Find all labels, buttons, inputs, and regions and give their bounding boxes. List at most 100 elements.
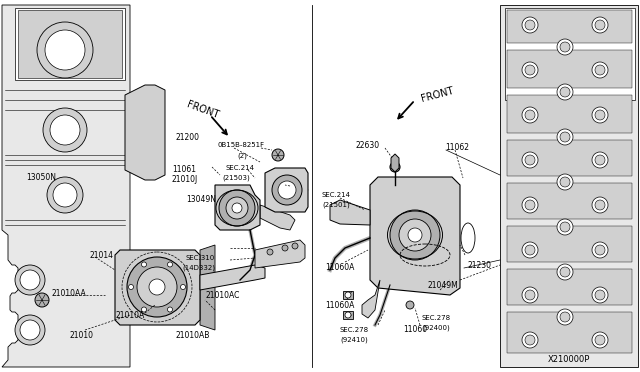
Polygon shape (115, 250, 200, 325)
Polygon shape (507, 269, 632, 305)
Circle shape (267, 249, 273, 255)
Circle shape (595, 290, 605, 300)
Circle shape (595, 200, 605, 210)
Text: SEC.278: SEC.278 (340, 327, 369, 333)
Circle shape (390, 162, 400, 172)
Polygon shape (15, 8, 125, 80)
Circle shape (20, 270, 40, 290)
Polygon shape (255, 240, 305, 268)
Text: SEC.310: SEC.310 (185, 255, 214, 261)
Text: (14D332): (14D332) (182, 265, 215, 271)
Circle shape (557, 129, 573, 145)
Polygon shape (507, 95, 632, 133)
Text: 21200: 21200 (175, 134, 199, 142)
Text: FRONT: FRONT (185, 100, 220, 121)
Circle shape (525, 290, 535, 300)
Text: 21010AB: 21010AB (175, 330, 209, 340)
Circle shape (595, 155, 605, 165)
Circle shape (592, 107, 608, 123)
Polygon shape (125, 85, 165, 180)
Circle shape (557, 39, 573, 55)
Text: SEC.214: SEC.214 (225, 165, 254, 171)
Polygon shape (260, 205, 295, 230)
Text: 21014: 21014 (90, 250, 114, 260)
Polygon shape (507, 312, 632, 353)
Circle shape (37, 22, 93, 78)
Polygon shape (500, 5, 638, 367)
Circle shape (226, 197, 248, 219)
Circle shape (522, 332, 538, 348)
Circle shape (522, 62, 538, 78)
Circle shape (557, 84, 573, 100)
Circle shape (345, 312, 351, 318)
Circle shape (127, 257, 187, 317)
Circle shape (522, 287, 538, 303)
Circle shape (522, 152, 538, 168)
Text: (92400): (92400) (422, 325, 450, 331)
Circle shape (592, 17, 608, 33)
Text: 11062: 11062 (445, 144, 469, 153)
Polygon shape (200, 265, 265, 290)
Circle shape (522, 242, 538, 258)
Circle shape (525, 65, 535, 75)
Text: 22630: 22630 (355, 141, 379, 150)
Circle shape (595, 65, 605, 75)
Circle shape (50, 115, 80, 145)
Circle shape (557, 264, 573, 280)
Circle shape (129, 285, 134, 289)
Circle shape (20, 320, 40, 340)
Circle shape (557, 174, 573, 190)
Text: 21010J: 21010J (172, 176, 198, 185)
Polygon shape (507, 226, 632, 262)
Text: FRONT: FRONT (420, 86, 455, 104)
Text: SEC.278: SEC.278 (422, 315, 451, 321)
Circle shape (560, 87, 570, 97)
Polygon shape (507, 140, 632, 176)
Circle shape (168, 262, 173, 267)
Circle shape (406, 301, 414, 309)
Circle shape (399, 219, 431, 251)
Polygon shape (505, 8, 635, 100)
Circle shape (592, 332, 608, 348)
Circle shape (560, 132, 570, 142)
Circle shape (522, 107, 538, 123)
Circle shape (232, 203, 242, 213)
Circle shape (560, 267, 570, 277)
Circle shape (592, 287, 608, 303)
Polygon shape (2, 5, 130, 367)
Polygon shape (330, 200, 370, 225)
Circle shape (180, 285, 186, 289)
Circle shape (525, 335, 535, 345)
Circle shape (282, 245, 288, 251)
Circle shape (592, 62, 608, 78)
Circle shape (141, 262, 147, 267)
Polygon shape (18, 10, 122, 78)
Circle shape (292, 243, 298, 249)
Polygon shape (507, 183, 632, 219)
Polygon shape (343, 311, 353, 319)
Text: 11061: 11061 (172, 166, 196, 174)
Circle shape (560, 312, 570, 322)
Circle shape (595, 110, 605, 120)
Circle shape (525, 110, 535, 120)
Polygon shape (370, 177, 460, 295)
Text: 11060: 11060 (403, 326, 427, 334)
Circle shape (560, 222, 570, 232)
Circle shape (592, 197, 608, 213)
Circle shape (592, 242, 608, 258)
Text: 21010AA: 21010AA (52, 289, 87, 298)
Text: 0B15B-8251F: 0B15B-8251F (218, 142, 265, 148)
Circle shape (557, 219, 573, 235)
Text: 13050N: 13050N (26, 173, 56, 182)
Polygon shape (200, 245, 215, 330)
Circle shape (272, 175, 302, 205)
Text: 21010A: 21010A (115, 311, 144, 320)
Circle shape (390, 210, 440, 260)
Text: 11060A: 11060A (325, 301, 355, 310)
Circle shape (560, 177, 570, 187)
Circle shape (45, 30, 85, 70)
Polygon shape (215, 185, 260, 230)
Circle shape (345, 292, 351, 298)
Circle shape (53, 183, 77, 207)
Text: 21010: 21010 (70, 330, 94, 340)
